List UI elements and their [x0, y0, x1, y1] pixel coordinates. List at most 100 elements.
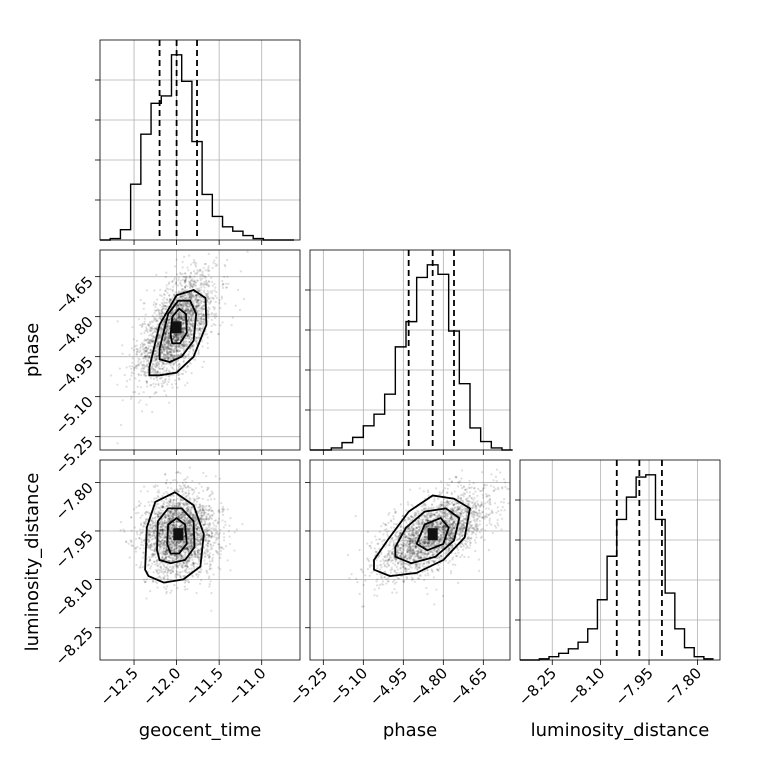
- scatter-point: [182, 357, 185, 360]
- scatter-point: [142, 360, 146, 363]
- scatter-point: [141, 528, 144, 531]
- scatter-point: [178, 312, 181, 315]
- scatter-point: [160, 348, 163, 351]
- scatter-point: [235, 528, 238, 531]
- scatter-point: [185, 492, 188, 495]
- scatter-point: [131, 361, 134, 364]
- scatter-point: [156, 355, 159, 358]
- scatter-point: [110, 374, 113, 377]
- scatter-point: [157, 341, 160, 344]
- scatter-point: [158, 569, 161, 572]
- scatter-point: [123, 373, 126, 377]
- scatter-point: [207, 280, 210, 283]
- scatter-point: [125, 380, 129, 383]
- scatter-point: [166, 351, 169, 354]
- scatter-point: [157, 365, 160, 368]
- scatter-point: [153, 560, 156, 564]
- scatter-point: [209, 301, 212, 304]
- scatter-point: [202, 312, 205, 315]
- scatter-point: [153, 312, 156, 315]
- scatter-point: [184, 309, 187, 313]
- scatter-point: [172, 501, 175, 504]
- scatter-point: [191, 493, 194, 496]
- scatter-point: [196, 279, 199, 282]
- scatter-point: [195, 573, 198, 576]
- scatter-point: [195, 339, 198, 342]
- scatter-point: [160, 382, 163, 385]
- scatter-point: [179, 336, 183, 339]
- scatter-point: [215, 256, 218, 259]
- scatter-point: [144, 356, 147, 359]
- scatter-point: [191, 309, 194, 312]
- scatter-point: [169, 362, 172, 365]
- scatter-point: [184, 303, 187, 306]
- scatter-point: [153, 330, 156, 333]
- scatter-point: [184, 309, 187, 312]
- scatter-point: [138, 566, 141, 569]
- scatter-point: [182, 303, 185, 306]
- scatter-point: [207, 267, 210, 270]
- scatter-point: [188, 286, 192, 290]
- scatter-point: [171, 280, 174, 283]
- scatter-point: [166, 305, 169, 308]
- scatter-point: [160, 364, 163, 367]
- scatter-point: [180, 288, 183, 291]
- scatter-point: [182, 342, 185, 345]
- scatter-point: [142, 322, 145, 325]
- scatter-point: [212, 512, 215, 515]
- scatter-point: [145, 403, 148, 406]
- scatter-point: [188, 336, 191, 339]
- scatter-point: [220, 295, 223, 298]
- scatter-point: [174, 382, 177, 385]
- scatter-point: [132, 369, 136, 372]
- scatter-point: [156, 346, 159, 349]
- scatter-point: [174, 333, 177, 336]
- scatter-point: [147, 345, 150, 348]
- scatter-point: [169, 353, 172, 356]
- scatter-point: [162, 363, 165, 366]
- scatter-point: [202, 489, 205, 492]
- scatter-point: [165, 505, 168, 508]
- scatter-point: [155, 314, 158, 317]
- scatter-point: [144, 329, 147, 332]
- scatter-point: [217, 332, 220, 335]
- scatter-point: [160, 534, 164, 537]
- scatter-point: [159, 303, 162, 307]
- scatter-point: [213, 282, 216, 285]
- scatter-point: [149, 567, 152, 570]
- scatter-point: [141, 410, 144, 413]
- scatter-point: [186, 588, 189, 591]
- scatter-point: [166, 358, 169, 361]
- scatter-point: [182, 302, 185, 305]
- scatter-point: [194, 295, 197, 299]
- scatter-point: [206, 499, 210, 502]
- scatter-point: [154, 556, 157, 559]
- scatter-point: [205, 515, 208, 519]
- scatter-point: [171, 367, 174, 370]
- scatter-point: [171, 344, 175, 348]
- scatter-point: [183, 327, 186, 330]
- scatter-point: [136, 365, 139, 368]
- scatter-point: [157, 362, 161, 365]
- scatter-point: [208, 302, 211, 305]
- scatter-point: [161, 361, 164, 364]
- scatter-point: [166, 327, 169, 331]
- scatter-point: [182, 349, 185, 352]
- scatter-point: [164, 289, 167, 292]
- x-tick-label: −7.80: [660, 664, 705, 709]
- scatter-point: [174, 283, 177, 286]
- scatter-point: [153, 301, 156, 304]
- scatter-point: [164, 526, 167, 529]
- scatter-point: [201, 326, 205, 329]
- scatter-point: [178, 316, 181, 319]
- scatter-point: [146, 385, 149, 388]
- scatter-point: [204, 562, 207, 565]
- scatter-point: [187, 312, 190, 315]
- scatter-point: [198, 328, 202, 331]
- scatter-point: [190, 292, 193, 295]
- scatter-point: [137, 357, 140, 360]
- scatter-point: [143, 331, 146, 335]
- scatter-point: [151, 320, 154, 323]
- scatter-point: [212, 544, 215, 547]
- scatter-point: [139, 533, 142, 536]
